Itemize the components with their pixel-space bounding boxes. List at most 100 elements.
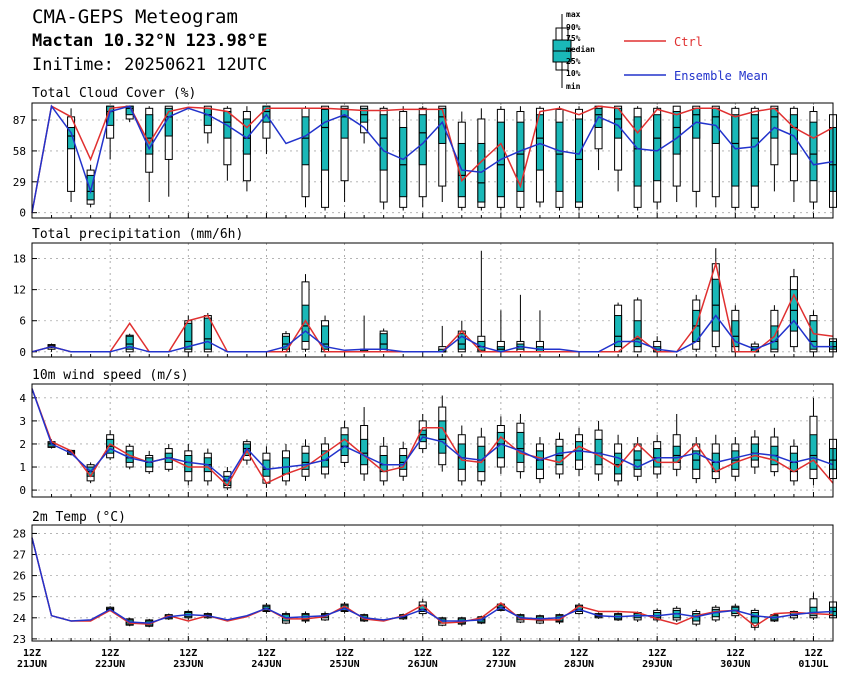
ctrl-series-line — [31, 105, 834, 213]
panel-title: Total Cloud Cover (%) — [32, 86, 196, 101]
inner-box — [653, 114, 662, 182]
x-date-label: 27JUN — [486, 659, 516, 670]
legend-box-label: 75% — [566, 34, 581, 43]
box-mark — [555, 106, 564, 211]
box-mark — [575, 106, 584, 211]
box-mark — [477, 427, 486, 486]
box-mark — [438, 325, 447, 353]
mean-series-line — [31, 314, 833, 353]
legend-box-label: 25% — [566, 57, 581, 66]
box-mark — [438, 395, 447, 472]
box-mark — [731, 305, 740, 353]
y-tick-label: 26 — [13, 570, 26, 583]
box-mark — [281, 443, 290, 486]
inner-box — [360, 438, 369, 466]
panel-frame — [31, 383, 834, 498]
x-date-label: 21JUN — [17, 659, 47, 670]
inner-box — [555, 121, 564, 192]
box-mark — [809, 592, 818, 620]
inner-box — [321, 108, 330, 171]
box-mark — [770, 305, 779, 353]
box-mark — [379, 328, 388, 353]
box-mark — [164, 105, 173, 197]
y-tick-label: 12 — [13, 284, 26, 297]
box-mark — [379, 106, 388, 210]
y-tick-label: 3 — [19, 415, 26, 428]
y-tick-label: 58 — [13, 145, 26, 158]
x-date-label: 30JUN — [720, 659, 750, 670]
chart-title: CMA-GEPS Meteogram — [32, 6, 238, 28]
box-mark — [535, 106, 544, 208]
x-time-label: 12Z — [179, 648, 197, 659]
x-time-label: 12Z — [101, 648, 119, 659]
inner-box — [379, 333, 388, 350]
inner-box — [614, 107, 623, 139]
panel-4: 2m Temp (°C) 23 24 25 26 27 28 — [13, 510, 837, 646]
inner-box — [594, 438, 603, 466]
x-date-label: 29JUN — [642, 659, 672, 670]
x-date-label: 26JUN — [408, 659, 438, 670]
box-mark — [516, 294, 525, 353]
panel-title: 2m Temp (°C) — [32, 510, 126, 525]
box-mark — [614, 105, 623, 192]
box-mark — [731, 106, 740, 211]
panel-1: Total Cloud Cover (%) 0 29 58 87 — [13, 86, 837, 220]
y-tick-label: 1 — [19, 461, 26, 474]
inner-box — [184, 454, 193, 473]
inner-box — [340, 107, 349, 139]
box-mark — [653, 434, 662, 479]
y-tick-label: 2 — [19, 438, 26, 451]
inner-box — [809, 320, 818, 350]
inner-box — [125, 335, 134, 350]
inner-box — [262, 459, 271, 477]
outer-box — [711, 105, 720, 198]
legend-mean-label: Ensemble Mean — [674, 69, 768, 83]
inner-box — [301, 116, 310, 166]
legend-box-label: 90% — [566, 23, 581, 32]
box-mark — [789, 268, 798, 352]
box-mark — [672, 105, 681, 203]
inner-box — [438, 420, 447, 454]
x-time-label: 12Z — [492, 648, 510, 659]
panel-frame — [31, 524, 834, 642]
inner-box — [750, 114, 759, 187]
box-mark — [301, 439, 310, 481]
inner-box — [379, 114, 388, 171]
x-date-label: 25JUN — [330, 659, 360, 670]
x-time-label: 12Z — [336, 648, 354, 659]
y-tick-label: 27 — [13, 549, 26, 562]
inner-box — [67, 126, 76, 150]
box-mark — [809, 397, 818, 486]
outer-box — [340, 105, 349, 182]
inner-box — [281, 457, 290, 475]
x-date-label: 24JUN — [251, 659, 281, 670]
y-tick-label: 29 — [13, 176, 26, 189]
box-mark — [614, 434, 623, 486]
inner-box — [516, 431, 525, 463]
box-mark — [516, 106, 525, 211]
inner-box — [321, 450, 330, 468]
y-tick-label: 87 — [13, 114, 26, 127]
box-mark — [711, 434, 720, 484]
inner-box — [809, 121, 818, 182]
box-mark — [418, 413, 427, 454]
inner-box — [575, 118, 584, 203]
y-tick-label: 0 — [19, 484, 26, 497]
inner-box — [340, 434, 349, 456]
inner-box — [184, 322, 193, 350]
panel-frame — [31, 242, 834, 358]
inner-box — [399, 126, 408, 198]
x-time-label: 12Z — [23, 648, 41, 659]
location-label: Mactan 10.32°N 123.98°E — [32, 31, 268, 51]
x-date-label: 23JUN — [173, 659, 203, 670]
panel-3: 10m wind speed (m/s) 0 1 2 3 4 — [19, 368, 837, 498]
panel-title: 10m wind speed (m/s) — [32, 368, 189, 383]
inner-box — [672, 111, 681, 155]
x-time-label: 12Z — [257, 648, 275, 659]
box-mark — [614, 302, 623, 353]
y-tick-label: 4 — [19, 392, 26, 405]
box-mark — [301, 106, 310, 208]
box-mark — [770, 105, 779, 192]
x-time-label: 12Z — [804, 648, 822, 659]
x-date-label: 22JUN — [95, 659, 125, 670]
